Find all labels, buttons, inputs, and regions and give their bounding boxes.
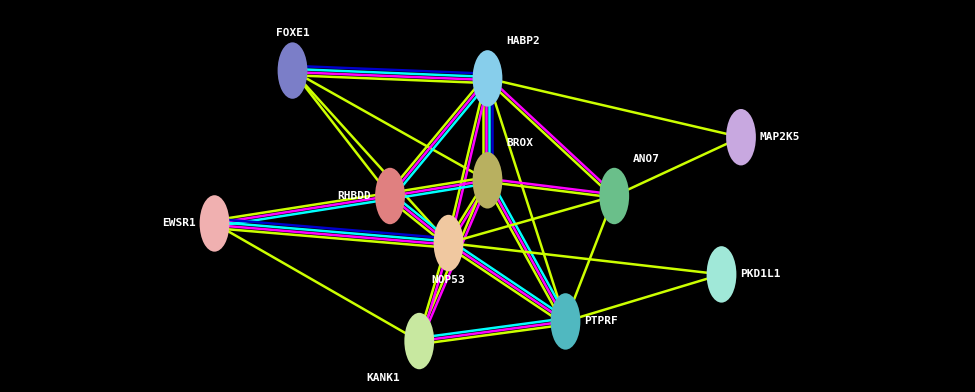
- Ellipse shape: [600, 168, 629, 224]
- Text: PKD1L1: PKD1L1: [740, 269, 781, 279]
- Ellipse shape: [726, 109, 756, 165]
- Ellipse shape: [375, 168, 405, 224]
- Text: RHBDD: RHBDD: [337, 191, 371, 201]
- Ellipse shape: [405, 313, 434, 369]
- Text: MAP2K5: MAP2K5: [760, 132, 800, 142]
- Ellipse shape: [707, 246, 736, 303]
- Text: BROX: BROX: [506, 138, 533, 148]
- Text: PTPRF: PTPRF: [584, 316, 618, 327]
- Ellipse shape: [278, 42, 307, 99]
- Text: NOP53: NOP53: [432, 275, 465, 285]
- Ellipse shape: [473, 50, 502, 107]
- Ellipse shape: [200, 195, 229, 252]
- Ellipse shape: [473, 152, 502, 209]
- Text: FOXE1: FOXE1: [276, 28, 309, 38]
- Text: EWSR1: EWSR1: [162, 218, 196, 229]
- Text: HABP2: HABP2: [506, 36, 540, 46]
- Ellipse shape: [551, 293, 580, 350]
- Text: KANK1: KANK1: [367, 373, 401, 383]
- Ellipse shape: [434, 215, 463, 271]
- Text: ANO7: ANO7: [633, 154, 660, 164]
